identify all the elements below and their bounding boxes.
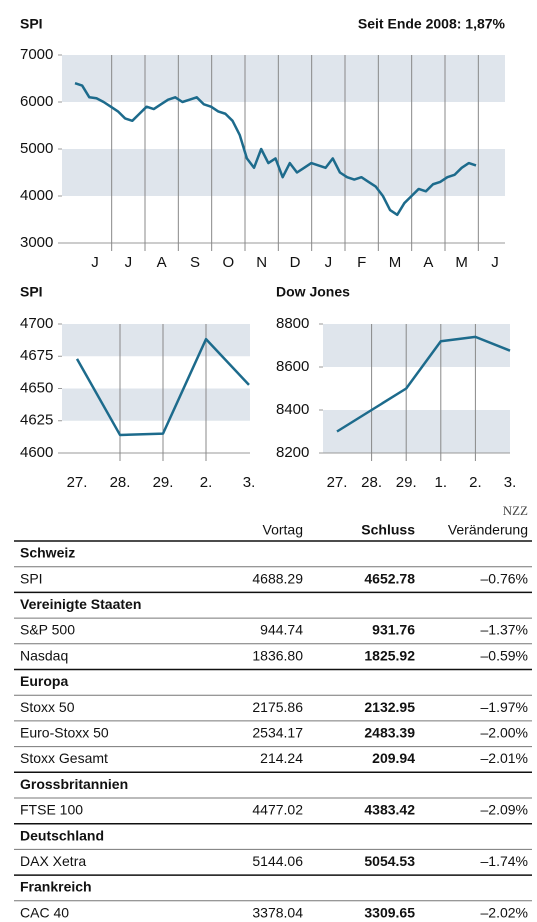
source: NZZ [503, 503, 528, 518]
x-tick-label: 29. [396, 474, 417, 491]
x-tick-label: 28. [110, 474, 131, 491]
section-name: Schweiz [20, 545, 75, 561]
cell: 931.76 [372, 622, 415, 638]
x-tick-label: 2. [469, 474, 482, 491]
cell: 2132.95 [364, 699, 415, 715]
band [323, 410, 510, 453]
x-tick-label: 1. [435, 474, 448, 491]
y-tick-label: 7000 [20, 46, 53, 63]
y-tick-label: 5000 [20, 140, 53, 157]
section-name: Grossbritannien [20, 776, 128, 792]
line [74, 82, 477, 217]
y-tick-label: 8400 [276, 401, 309, 418]
x-tick-label: D [290, 254, 301, 271]
x-tick-label: 28. [361, 474, 382, 491]
band [323, 324, 510, 367]
column-header: Veränderung [448, 522, 528, 538]
cell: 2534.17 [252, 724, 303, 740]
y-tick-label: 3000 [20, 234, 53, 251]
x-tick-label: M [455, 254, 468, 271]
section-name: Frankreich [20, 879, 92, 895]
cell: 4477.02 [252, 802, 303, 818]
row-label: SPI [20, 570, 43, 586]
row-label: DAX Xetra [20, 853, 86, 869]
row-label: Stoxx Gesamt [20, 750, 108, 766]
row-label: Stoxx 50 [20, 699, 75, 715]
cell: –2.02% [481, 904, 528, 920]
y-tick-label: 6000 [20, 93, 53, 110]
row-label: S&P 500 [20, 622, 75, 638]
x-tick-label: 27. [327, 474, 348, 491]
x-tick-label: 3. [243, 474, 256, 491]
column-header: Schluss [361, 522, 415, 538]
cell: 944.74 [260, 622, 303, 638]
cell: –1.37% [481, 622, 528, 638]
cell: –2.01% [481, 750, 528, 766]
cell: 4652.78 [364, 570, 415, 586]
cell: 4688.29 [252, 570, 303, 586]
x-tick-label: J [325, 254, 333, 271]
cell: –0.59% [481, 647, 528, 663]
x-tick-label: J [91, 254, 99, 271]
cell: 5144.06 [252, 853, 303, 869]
band [62, 149, 505, 196]
cell: 3309.65 [364, 904, 415, 920]
chart-title: SPI [20, 16, 43, 32]
y-tick-label: 8200 [276, 444, 309, 461]
line [75, 337, 250, 437]
x-tick-label: F [357, 254, 366, 271]
x-tick-label: 27. [67, 474, 88, 491]
cell: 3378.04 [252, 904, 303, 920]
x-tick-label: J [125, 254, 133, 271]
cell: –1.97% [481, 699, 528, 715]
cell: –2.00% [481, 724, 528, 740]
x-tick-label: O [222, 254, 234, 271]
x-tick-label: 29. [153, 474, 174, 491]
row-label: Nasdaq [20, 647, 68, 663]
section-name: Europa [20, 673, 68, 689]
cell: 2483.39 [364, 724, 415, 740]
band [62, 324, 250, 357]
x-tick-label: M [389, 254, 402, 271]
line [336, 335, 511, 433]
cell: 209.94 [372, 750, 415, 766]
column-header: Vortag [263, 522, 303, 538]
y-tick-label: 8800 [276, 315, 309, 332]
x-tick-label: 3. [504, 474, 517, 491]
y-tick-label: 4600 [20, 444, 53, 461]
chart-subtitle: Seit Ende 2008: 1,87% [358, 16, 506, 32]
band [62, 55, 505, 102]
row-label: Euro-Stoxx 50 [20, 724, 109, 740]
y-tick-label: 4000 [20, 187, 53, 204]
x-tick-label: J [491, 254, 499, 271]
cell: 1836.80 [252, 647, 303, 663]
cell: 1825.92 [364, 647, 415, 663]
x-tick-label: N [256, 254, 267, 271]
x-tick-label: A [423, 254, 433, 271]
band [62, 388, 250, 421]
y-tick-label: 4625 [20, 412, 53, 429]
cell: 2175.86 [252, 699, 303, 715]
cell: –0.76% [481, 570, 528, 586]
x-tick-label: S [190, 254, 200, 271]
y-tick-label: 8600 [276, 358, 309, 375]
x-tick-label: 2. [200, 474, 213, 491]
section-name: Vereinigte Staaten [20, 596, 141, 612]
cell: 5054.53 [364, 853, 415, 869]
chart-title: SPI [20, 284, 43, 300]
x-tick-label: A [157, 254, 167, 271]
section-name: Deutschland [20, 827, 104, 843]
cell: 4383.42 [364, 802, 415, 818]
y-tick-label: 4675 [20, 347, 53, 364]
cell: 214.24 [260, 750, 303, 766]
cell: –2.09% [481, 802, 528, 818]
y-tick-label: 4650 [20, 379, 53, 396]
cell: –1.74% [481, 853, 528, 869]
y-tick-label: 4700 [20, 315, 53, 332]
row-label: CAC 40 [20, 904, 69, 920]
row-label: FTSE 100 [20, 802, 83, 818]
chart-title: Dow Jones [276, 284, 350, 300]
